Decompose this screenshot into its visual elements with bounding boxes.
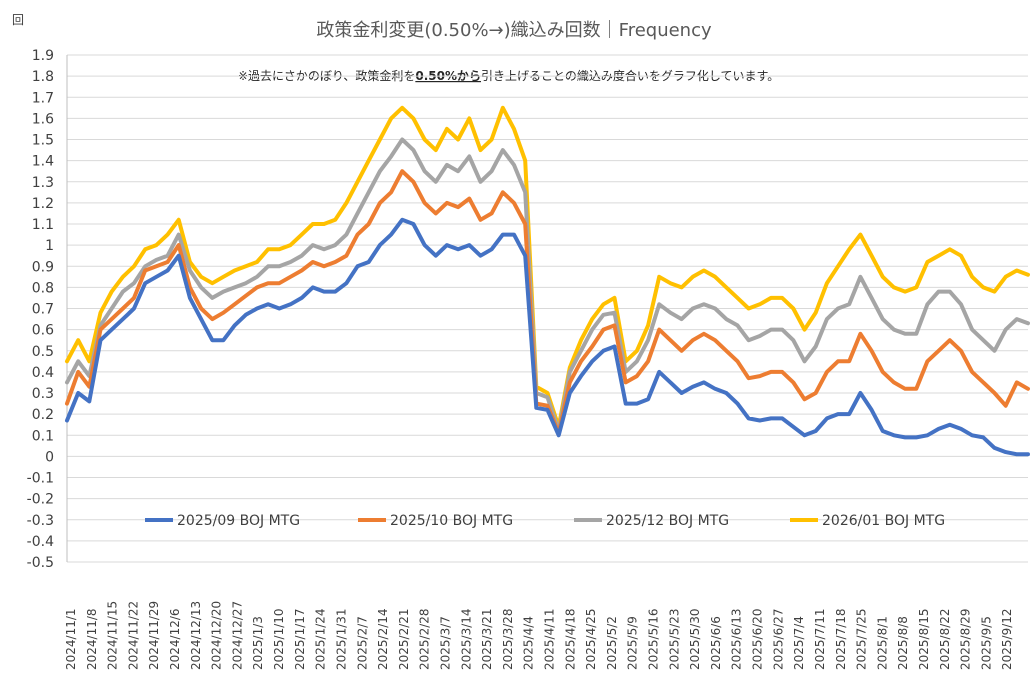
x-tick-label: 2025/5/16 — [647, 608, 661, 670]
x-tick-label: 2025/1/24 — [314, 608, 328, 670]
y-tick-label: -0.5 — [27, 555, 54, 571]
chart-annotation: ※過去にさかのぼり、政策金利を0.50%から引き上げることの織込み度合いをグラフ… — [238, 68, 779, 83]
x-tick-label: 2025/3/28 — [501, 608, 515, 670]
y-tick-label: 0.2 — [32, 407, 54, 423]
legend-entry: 2025/09 BOJ MTG — [177, 513, 300, 529]
x-tick-label: 2025/7/18 — [834, 608, 848, 670]
y-tick-label: -0.4 — [27, 534, 54, 550]
y-tick-label: 1.6 — [32, 111, 54, 127]
unit-label: 回 — [12, 13, 24, 27]
y-tick-label: 1.4 — [32, 154, 54, 170]
x-tick-label: 2024/12/27 — [230, 601, 244, 670]
x-tick-label: 2025/5/23 — [667, 608, 681, 670]
x-tick-label: 2025/2/21 — [397, 608, 411, 670]
y-tick-label: 0.6 — [32, 323, 54, 339]
series-line — [65, 169, 1030, 436]
x-tick-label: 2025/4/18 — [563, 608, 577, 670]
series-line — [65, 217, 1030, 457]
x-tick-label: 2025/1/31 — [334, 608, 348, 670]
y-axis: -0.5 -0.4 -0.3 -0.2 -0.1 0 0.1 0.2 0.3 0.4 0.5 0.6 0… — [27, 48, 54, 571]
series-lines — [65, 105, 1030, 457]
x-tick-label: 2024/12/6 — [168, 608, 182, 670]
chart-title: 政策金利変更(0.50%→)織込み回数｜Frequency — [316, 20, 712, 41]
gridlines — [66, 54, 1028, 563]
x-tick-label: 2025/6/6 — [709, 616, 723, 670]
x-tick-label: 2025/3/21 — [480, 608, 494, 670]
x-tick-label: 2025/6/13 — [730, 608, 744, 670]
x-tick-label: 2025/3/7 — [438, 616, 452, 670]
y-tick-label: 1.8 — [32, 69, 54, 85]
x-tick-label: 2025/2/14 — [376, 608, 390, 670]
y-tick-label: 1.2 — [32, 196, 54, 212]
x-tick-label: 2025/4/11 — [543, 608, 557, 670]
y-tick-label: 0.1 — [32, 428, 54, 444]
annotation-suffix: 引き上げることの織込み度合いをグラフ化しています。 — [481, 68, 779, 83]
y-tick-label: -0.1 — [27, 471, 54, 487]
x-tick-label: 2025/5/30 — [688, 608, 702, 670]
y-tick-label: -0.2 — [27, 492, 54, 508]
y-tick-label: 1 — [45, 238, 54, 254]
y-tick-label: 1.9 — [32, 48, 54, 64]
x-tick-label: 2024/11/1 — [64, 608, 78, 670]
x-tick-label: 2025/8/22 — [938, 608, 952, 670]
x-tick-label: 2025/7/11 — [813, 608, 827, 670]
x-tick-label: 2025/8/15 — [917, 608, 931, 670]
x-tick-label: 2025/5/2 — [605, 616, 619, 670]
legend-entry: 2026/01 BOJ MTG — [822, 513, 945, 529]
x-tick-label: 2025/8/1 — [875, 616, 889, 670]
x-tick-label: 2025/2/7 — [355, 616, 369, 670]
x-tick-label: 2025/1/10 — [272, 608, 286, 670]
x-tick-label: 2025/2/28 — [418, 608, 432, 670]
x-tick-label: 2025/7/4 — [792, 616, 806, 670]
x-tick-label: 2025/7/25 — [855, 608, 869, 670]
x-tick-label: 2025/8/8 — [896, 616, 910, 670]
y-tick-label: 1.3 — [32, 175, 54, 191]
x-tick-label: 2024/11/22 — [126, 601, 140, 670]
x-tick-label: 2025/9/12 — [1000, 608, 1014, 670]
y-tick-label: 0.5 — [32, 344, 54, 360]
legend-entry: 2025/12 BOJ MTG — [606, 513, 729, 529]
series-line — [65, 105, 1030, 429]
y-tick-label: 0.4 — [32, 365, 54, 381]
y-tick-label: 1.1 — [32, 217, 54, 233]
y-tick-label: 0 — [45, 449, 54, 465]
y-tick-label: -0.3 — [27, 513, 54, 529]
legend-entry: 2025/10 BOJ MTG — [390, 513, 513, 529]
x-tick-label: 2024/11/8 — [85, 608, 99, 670]
y-tick-label: 0.7 — [32, 302, 54, 318]
x-axis: 2024/11/1 2024/11/8 2024/11/15 2024/11/22 20… — [64, 601, 1014, 670]
x-tick-label: 2025/5/9 — [626, 616, 640, 670]
y-tick-label: 0.3 — [32, 386, 54, 402]
x-tick-label: 2025/6/27 — [771, 608, 785, 670]
x-tick-label: 2025/3/14 — [459, 608, 473, 670]
legend: 2025/09 BOJ MTG 2025/10 BOJ MTG 2025/12 BO… — [145, 513, 945, 529]
x-tick-label: 2025/1/3 — [251, 616, 265, 670]
x-tick-label: 2025/9/5 — [979, 616, 993, 670]
x-tick-label: 2024/12/13 — [189, 601, 203, 670]
x-tick-label: 2025/6/20 — [751, 608, 765, 670]
x-tick-label: 2024/11/29 — [147, 601, 161, 670]
x-tick-label: 2025/4/4 — [522, 616, 536, 670]
y-tick-label: 1.7 — [32, 90, 54, 106]
y-tick-label: 1.5 — [32, 133, 54, 149]
x-tick-label: 2024/12/20 — [210, 601, 224, 670]
x-tick-label: 2025/8/29 — [959, 608, 973, 670]
y-tick-label: 0.8 — [32, 280, 54, 296]
y-tick-label: 0.9 — [32, 259, 54, 275]
series-line — [65, 137, 1030, 433]
x-tick-label: 2024/11/15 — [106, 601, 120, 670]
x-tick-label: 2025/4/25 — [584, 608, 598, 670]
annotation-prefix: ※過去にさかのぼり、政策金利を — [238, 68, 415, 83]
x-tick-label: 2025/1/17 — [293, 608, 307, 670]
